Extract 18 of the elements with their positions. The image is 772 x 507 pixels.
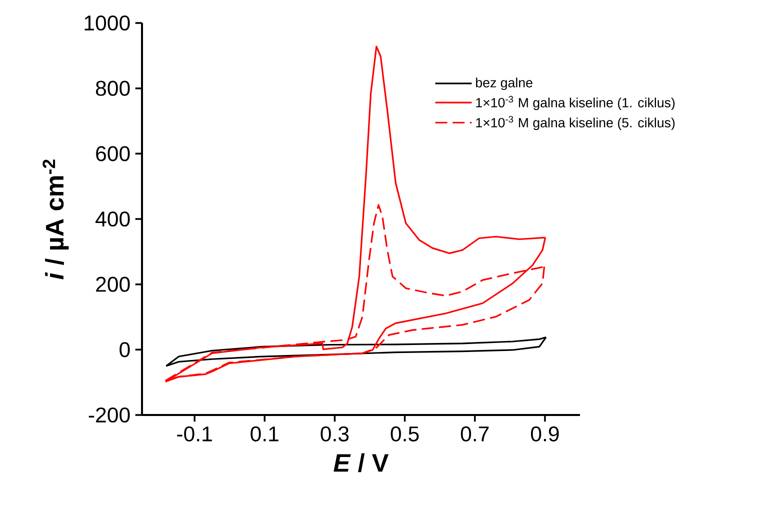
x-tick-label: 0.7	[460, 426, 489, 442]
x-tick-label: -0.1	[177, 426, 212, 442]
legend-label: 1×10$^{-3}$ M galna kiseline (1. ciklus)	[476, 96, 675, 110]
x-tick-label: 0.1	[250, 426, 278, 442]
x-tick-label: 0.5	[390, 426, 419, 442]
y-axis-title: i / µA cm$^{-2}$	[42, 160, 69, 280]
legend-label: bez galne	[476, 78, 532, 90]
y-tick-label: 400	[96, 211, 130, 227]
legend-label: 1×10$^{-3}$ M galna kiseline (5. ciklus)	[476, 116, 675, 130]
y-tick-label: 0	[120, 342, 130, 358]
x-axis-title: E / V	[334, 453, 389, 472]
y-tick-label: 1000	[84, 15, 130, 31]
y-tick-label: -200	[88, 407, 130, 423]
y-tick-label: 200	[96, 276, 130, 292]
y-tick-label: 600	[96, 146, 130, 162]
x-tick-label: 0.9	[530, 426, 559, 442]
y-tick-label: 800	[96, 80, 130, 96]
x-tick-label: 0.3	[320, 426, 349, 442]
